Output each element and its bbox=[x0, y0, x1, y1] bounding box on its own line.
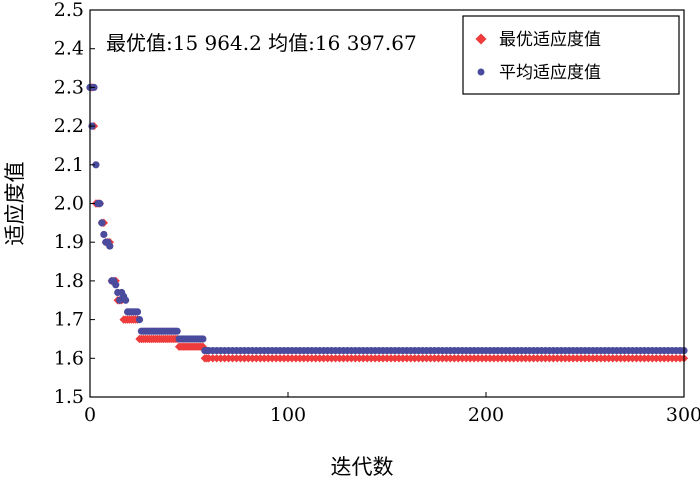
y-tick-label: 1.6 bbox=[54, 347, 84, 369]
x-tick-label: 200 bbox=[468, 404, 504, 426]
legend-marker-diamond bbox=[475, 33, 487, 45]
y-tick-label: 2.3 bbox=[54, 76, 84, 98]
tick-layer: 1.5 1.6 1.7 1.8 1.9 2.0 2.1 2.2 2.3 2.4 2.5 0 100 200… bbox=[54, 0, 700, 426]
y-tick-label: 1.9 bbox=[54, 231, 84, 253]
chart-annotation: 最优值:15 964.2 均值:16 397.67 bbox=[106, 31, 417, 55]
legend-box bbox=[462, 15, 680, 95]
y-tick-label: 2.0 bbox=[54, 193, 84, 215]
avg-fitness-point bbox=[199, 335, 207, 343]
y-tick-label: 1.5 bbox=[54, 386, 84, 408]
y-tick-label: 1.8 bbox=[54, 270, 84, 292]
avg-fitness-point bbox=[100, 230, 108, 239]
x-axis-title: 迭代数 bbox=[331, 455, 394, 479]
y-tick-label: 2.2 bbox=[54, 115, 84, 137]
legend-marker-dot bbox=[477, 68, 485, 76]
y-axis-title: 适应度值 bbox=[3, 162, 27, 246]
avg-fitness-point bbox=[112, 281, 120, 289]
avg-fitness-point bbox=[173, 327, 181, 335]
x-tick-label: 300 bbox=[666, 404, 700, 426]
avg-fitness-point bbox=[92, 161, 100, 169]
avg-fitness-point bbox=[135, 316, 144, 324]
avg-fitness-point bbox=[122, 296, 130, 304]
legend-label: 平均适应度值 bbox=[499, 63, 601, 83]
series-1 bbox=[87, 83, 689, 363]
avg-fitness-point bbox=[106, 242, 114, 250]
avg-fitness-point bbox=[133, 308, 142, 316]
x-tick-label: 100 bbox=[270, 404, 306, 426]
y-tick-label: 2.5 bbox=[54, 0, 84, 21]
series-2 bbox=[86, 83, 688, 355]
y-tick-label: 2.1 bbox=[54, 154, 84, 176]
avg-fitness-point bbox=[96, 199, 104, 208]
series-layer bbox=[86, 83, 689, 363]
y-tick-label: 2.4 bbox=[54, 38, 84, 60]
legend-label: 最优适应度值 bbox=[499, 30, 601, 50]
x-tick-label: 0 bbox=[84, 404, 96, 426]
y-tick-label: 1.7 bbox=[54, 309, 84, 331]
avg-fitness-point bbox=[98, 219, 106, 227]
